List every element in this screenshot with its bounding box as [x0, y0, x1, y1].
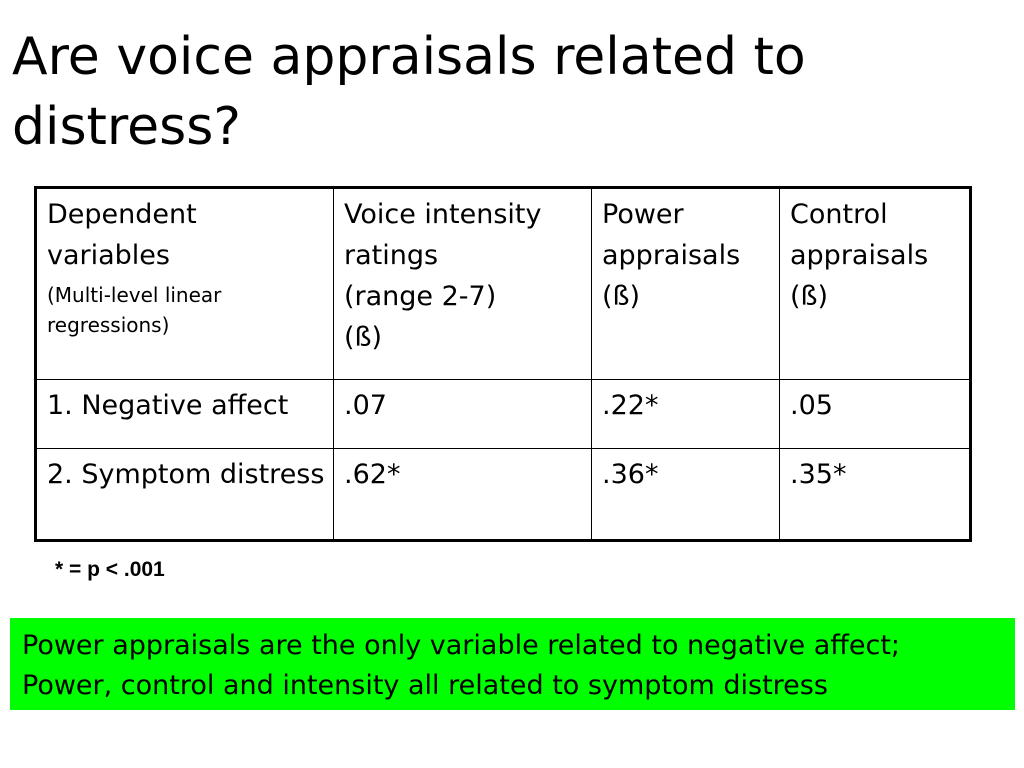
summary-box: Power appraisals are the only variable r…: [10, 618, 1015, 710]
cell-control: .05: [779, 379, 971, 449]
header-label: Dependent variables: [47, 199, 197, 271]
cell-power: .22*: [591, 379, 780, 449]
header-label: Control appraisals (ß): [790, 199, 929, 312]
results-table: Dependent variables (Multi-level linear …: [34, 186, 972, 542]
summary-line: Power, control and intensity all related…: [22, 670, 828, 701]
header-label: Voice intensity ratings: [344, 199, 542, 271]
header-voice-intensity: Voice intensity ratings (range 2-7) (ß): [333, 187, 592, 380]
cell-voice-intensity: .62*: [333, 448, 592, 541]
header-dependent-variables: Dependent variables (Multi-level linear …: [35, 187, 334, 380]
table-row: 1. Negative affect .07 .22* .05: [35, 379, 971, 449]
summary-line: Power appraisals are the only variable r…: [22, 630, 901, 661]
header-unit: (ß): [344, 322, 383, 353]
header-power-appraisals: Power appraisals (ß): [591, 187, 780, 380]
header-range: (range 2-7): [344, 281, 497, 312]
significance-footnote: * = p < .001: [55, 558, 165, 581]
row-label: 1. Negative affect: [35, 379, 334, 449]
header-control-appraisals: Control appraisals (ß): [779, 187, 971, 380]
row-label: 2. Symptom distress: [35, 448, 334, 541]
header-label: Power appraisals (ß): [602, 199, 741, 312]
table-row: 2. Symptom distress .62* .36* .35*: [35, 448, 971, 541]
slide-title: Are voice appraisals related to distress…: [12, 27, 806, 157]
cell-control: .35*: [779, 448, 971, 541]
cell-power: .36*: [591, 448, 780, 541]
cell-voice-intensity: .07: [333, 379, 592, 449]
header-note: (Multi-level linear regressions): [47, 283, 222, 337]
table-header-row: Dependent variables (Multi-level linear …: [35, 187, 971, 380]
